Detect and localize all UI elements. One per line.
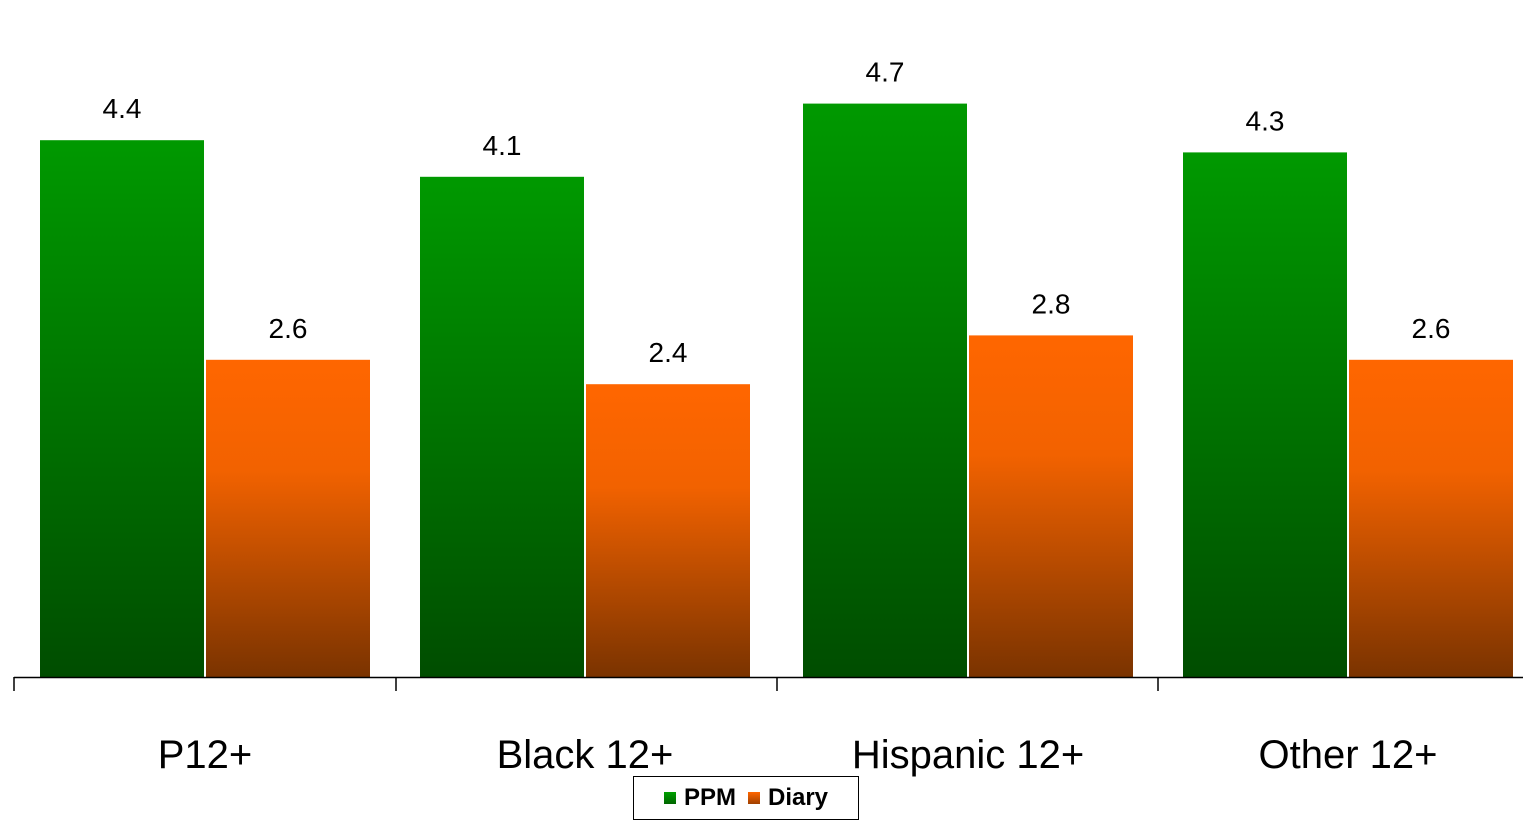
bar-diary-2 [969,335,1133,677]
bar-diary-1 [586,384,750,677]
legend-swatch-ppm [663,792,676,804]
category-label-2: Hispanic 12+ [852,733,1084,777]
bar-ppm-2 [803,103,967,678]
x-axis [13,676,1523,691]
value-label-diary-0: 2.6 [269,313,308,344]
bar-diary-0 [206,359,370,677]
legend-label-diary: Diary [767,784,829,811]
value-labels-group: 4.4 2.6 4.1 2.4 4.7 2.8 4.3 2.6 [103,57,1451,369]
category-labels-group: P12+ Black 12+ Hispanic 12+ Other 12+ [158,733,1438,777]
category-label-1: Black 12+ [497,733,674,777]
bar-ppm-0 [40,140,204,677]
bar-ppm-1 [420,176,584,678]
category-label-3: Other 12+ [1258,733,1437,777]
value-label-diary-2: 2.8 [1032,288,1071,319]
value-label-diary-1: 2.4 [649,337,688,368]
legend-label-ppm: PPM [683,784,736,811]
bar-diary-3 [1349,359,1513,677]
legend: PPM Diary [633,776,859,820]
legend-item-ppm: PPM [663,784,736,812]
bars-group [40,103,1513,678]
value-label-ppm-0: 4.4 [103,93,142,124]
category-label-0: P12+ [158,733,253,777]
value-label-ppm-2: 4.7 [866,57,905,88]
legend-item-diary: Diary [747,784,829,812]
value-label-ppm-1: 4.1 [483,130,522,161]
legend-swatch-diary [747,792,760,804]
value-label-ppm-3: 4.3 [1246,105,1285,136]
value-label-diary-3: 2.6 [1412,313,1451,344]
bar-ppm-3 [1183,152,1347,677]
